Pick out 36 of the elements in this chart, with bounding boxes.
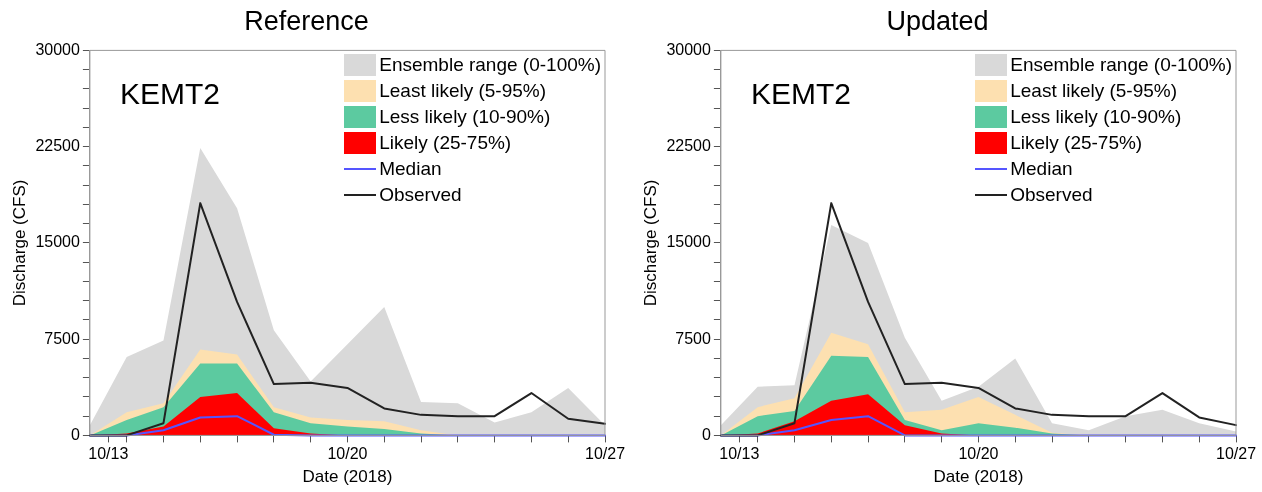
x-tick-label: 10/13 xyxy=(719,445,760,463)
y-tick-label: 22500 xyxy=(666,137,711,155)
y-tick-label: 22500 xyxy=(35,137,80,155)
x-axis-title: Date (2018) xyxy=(302,467,393,487)
x-tick-label: 10/20 xyxy=(958,445,999,463)
legend-label: Ensemble range (0-100%) xyxy=(1010,53,1232,78)
x-tick-label: 10/13 xyxy=(88,445,129,463)
legend-label: Likely (25-75%) xyxy=(1010,131,1143,156)
legend-label: Less likely (10-90%) xyxy=(379,105,551,130)
y-axis-title: Discharge (CFS) xyxy=(640,179,660,307)
legend-label: Ensemble range (0-100%) xyxy=(379,53,601,78)
legend-label: Observed xyxy=(379,183,462,208)
x-tick-label: 10/27 xyxy=(584,445,626,463)
annotation: KEMT2 xyxy=(119,76,220,110)
legend-label: Less likely (10-90%) xyxy=(1010,105,1182,130)
y-tick-label: 30000 xyxy=(666,40,711,58)
chart-title: Reference xyxy=(244,5,369,36)
legend-label: Likely (25-75%) xyxy=(379,131,512,156)
legend-label: Least likely (5-95%) xyxy=(1010,79,1178,104)
y-tick-label: 15000 xyxy=(35,233,80,251)
y-axis-title: Discharge (CFS) xyxy=(9,179,29,307)
y-tick-label: 0 xyxy=(70,425,80,443)
y-tick-label: 15000 xyxy=(666,233,711,251)
x-axis-title: Date (2018) xyxy=(933,467,1024,487)
x-tick-label: 10/20 xyxy=(327,445,368,463)
chart-title: Updated xyxy=(886,5,989,36)
legend-label: Median xyxy=(1010,157,1073,182)
annotation: KEMT2 xyxy=(750,76,851,110)
y-tick-label: 7500 xyxy=(44,329,80,347)
legend-label: Least likely (5-95%) xyxy=(379,79,547,104)
x-tick-label: 10/27 xyxy=(1215,445,1257,463)
legend-label: Observed xyxy=(1010,183,1093,208)
y-tick-label: 7500 xyxy=(675,329,711,347)
legend-label: Median xyxy=(379,157,442,182)
y-tick-label: 30000 xyxy=(35,40,80,58)
y-tick-label: 0 xyxy=(701,425,711,443)
